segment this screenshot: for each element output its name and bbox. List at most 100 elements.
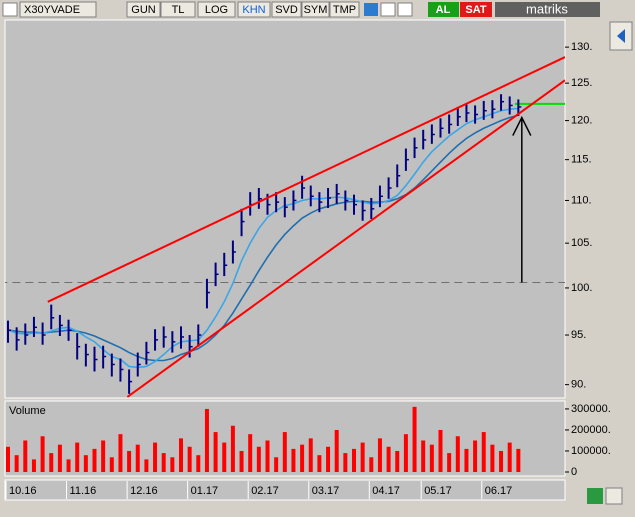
volume-bar: [343, 453, 348, 472]
brand-box: [495, 2, 600, 17]
volume-bar: [490, 444, 495, 472]
volume-bar: [274, 457, 279, 472]
volume-bar: [92, 448, 97, 472]
volume-bar: [75, 442, 80, 472]
volume-bar: [265, 440, 270, 472]
x-tick-label: 01.17: [191, 485, 219, 497]
volume-bar: [421, 440, 426, 472]
volume-bar: [377, 438, 382, 472]
volume-bar: [109, 457, 114, 472]
icon[interactable]: [380, 2, 396, 17]
volume-bar: [170, 457, 175, 472]
volume-bar: [135, 444, 140, 472]
x-axis-strip: [4, 479, 566, 501]
sell-label: SAT: [465, 4, 486, 16]
volume-bar: [282, 432, 287, 472]
toolbar-button[interactable]: [160, 1, 196, 18]
moving-average-short: [7, 107, 519, 369]
toolbar-button-label: LOG: [205, 4, 228, 16]
volume-bar: [66, 459, 71, 472]
volume-bar: [291, 448, 296, 472]
volume-bar: [352, 448, 356, 472]
toolbar-button[interactable]: [197, 1, 236, 18]
y-tick-label: 105.: [571, 237, 592, 249]
toolbar-button-label: TL: [172, 4, 185, 16]
volume-bar: [230, 425, 235, 472]
volume-bar: [360, 442, 365, 472]
x-tick-label: 04.17: [372, 485, 400, 497]
volume-bar: [153, 442, 158, 472]
volume-bar: [464, 448, 469, 472]
x-tick-label: 10.16: [9, 485, 37, 497]
x-tick-label: 06.17: [485, 485, 513, 497]
y-tick-label: 130.: [571, 41, 592, 53]
volume-bar: [499, 450, 504, 472]
toolbar-button[interactable]: [301, 1, 330, 18]
y-tick-label: 125.: [571, 77, 592, 89]
volume-bar: [334, 429, 339, 472]
settings-icon[interactable]: [605, 487, 623, 505]
volume-bar: [248, 434, 253, 472]
volume-bar: [395, 450, 400, 472]
volume-tick-label: 300000.: [571, 403, 611, 415]
volume-bar: [438, 429, 443, 472]
toolbar-button-label: SVD: [275, 4, 298, 16]
moving-average-long: [7, 114, 519, 362]
volume-bar: [161, 453, 166, 472]
refresh-icon[interactable]: [587, 488, 603, 504]
volume-bar: [49, 453, 54, 472]
x-tick-label: 03.17: [312, 485, 340, 497]
volume-bar: [516, 448, 521, 472]
volume-bar: [40, 436, 45, 472]
volume-bar: [204, 408, 209, 472]
plot: [5, 56, 565, 398]
trendline: [126, 79, 565, 398]
toolbar-buttons: GUN TL LOG KHN SVD SYM TMP: [126, 1, 360, 18]
volume-bar: [196, 455, 201, 472]
volume-bar: [239, 450, 244, 472]
volume-bar: [256, 446, 261, 472]
volume-bar: [14, 455, 19, 472]
volume-bar: [507, 442, 512, 472]
volume-bar: [118, 434, 123, 472]
volume-bar: [412, 406, 417, 472]
icon[interactable]: [397, 2, 413, 17]
volume-bar: [83, 455, 88, 472]
y-tick-label: 95.: [571, 329, 586, 341]
toolbar-button-label: KHN: [242, 4, 265, 16]
volume-tick-label: 200000.: [571, 424, 611, 436]
x-tick-label: 12.16: [130, 485, 158, 497]
volume-bar: [57, 444, 62, 472]
volume-tick-label: 0: [571, 466, 577, 478]
buy-label: AL: [436, 4, 451, 16]
arrow-icon: [617, 29, 625, 43]
toolbar-button[interactable]: [271, 1, 302, 18]
volume-tick-label: 100000.: [571, 445, 611, 457]
volume-bar: [317, 455, 322, 472]
toolbar-button-label: TMP: [333, 4, 356, 16]
toolbar-button[interactable]: [329, 1, 360, 18]
sell-button[interactable]: [460, 2, 492, 17]
trendline: [47, 56, 565, 303]
volume-bar: [403, 434, 408, 472]
x-tick-label: 05.17: [424, 485, 452, 497]
brand: matriks: [526, 1, 568, 16]
volume-bar: [31, 459, 36, 472]
volume-bar: [101, 440, 106, 472]
volume-bar: [6, 446, 10, 472]
icon[interactable]: [2, 2, 18, 17]
volume-bar: [187, 446, 192, 472]
volume-bar: [429, 444, 434, 472]
toolbar-button[interactable]: [237, 1, 271, 18]
buy-button[interactable]: [428, 2, 459, 17]
volume-bar: [473, 440, 478, 472]
y-tick-label: 115.: [571, 154, 592, 166]
icon[interactable]: [364, 3, 378, 16]
volume-bar: [369, 457, 374, 472]
symbol-box[interactable]: [19, 1, 97, 18]
toolbar-button[interactable]: [126, 1, 161, 18]
symbol: X30YVADE: [24, 4, 80, 16]
volume-bar: [447, 453, 452, 472]
y-tick-label: 120.: [571, 115, 592, 127]
